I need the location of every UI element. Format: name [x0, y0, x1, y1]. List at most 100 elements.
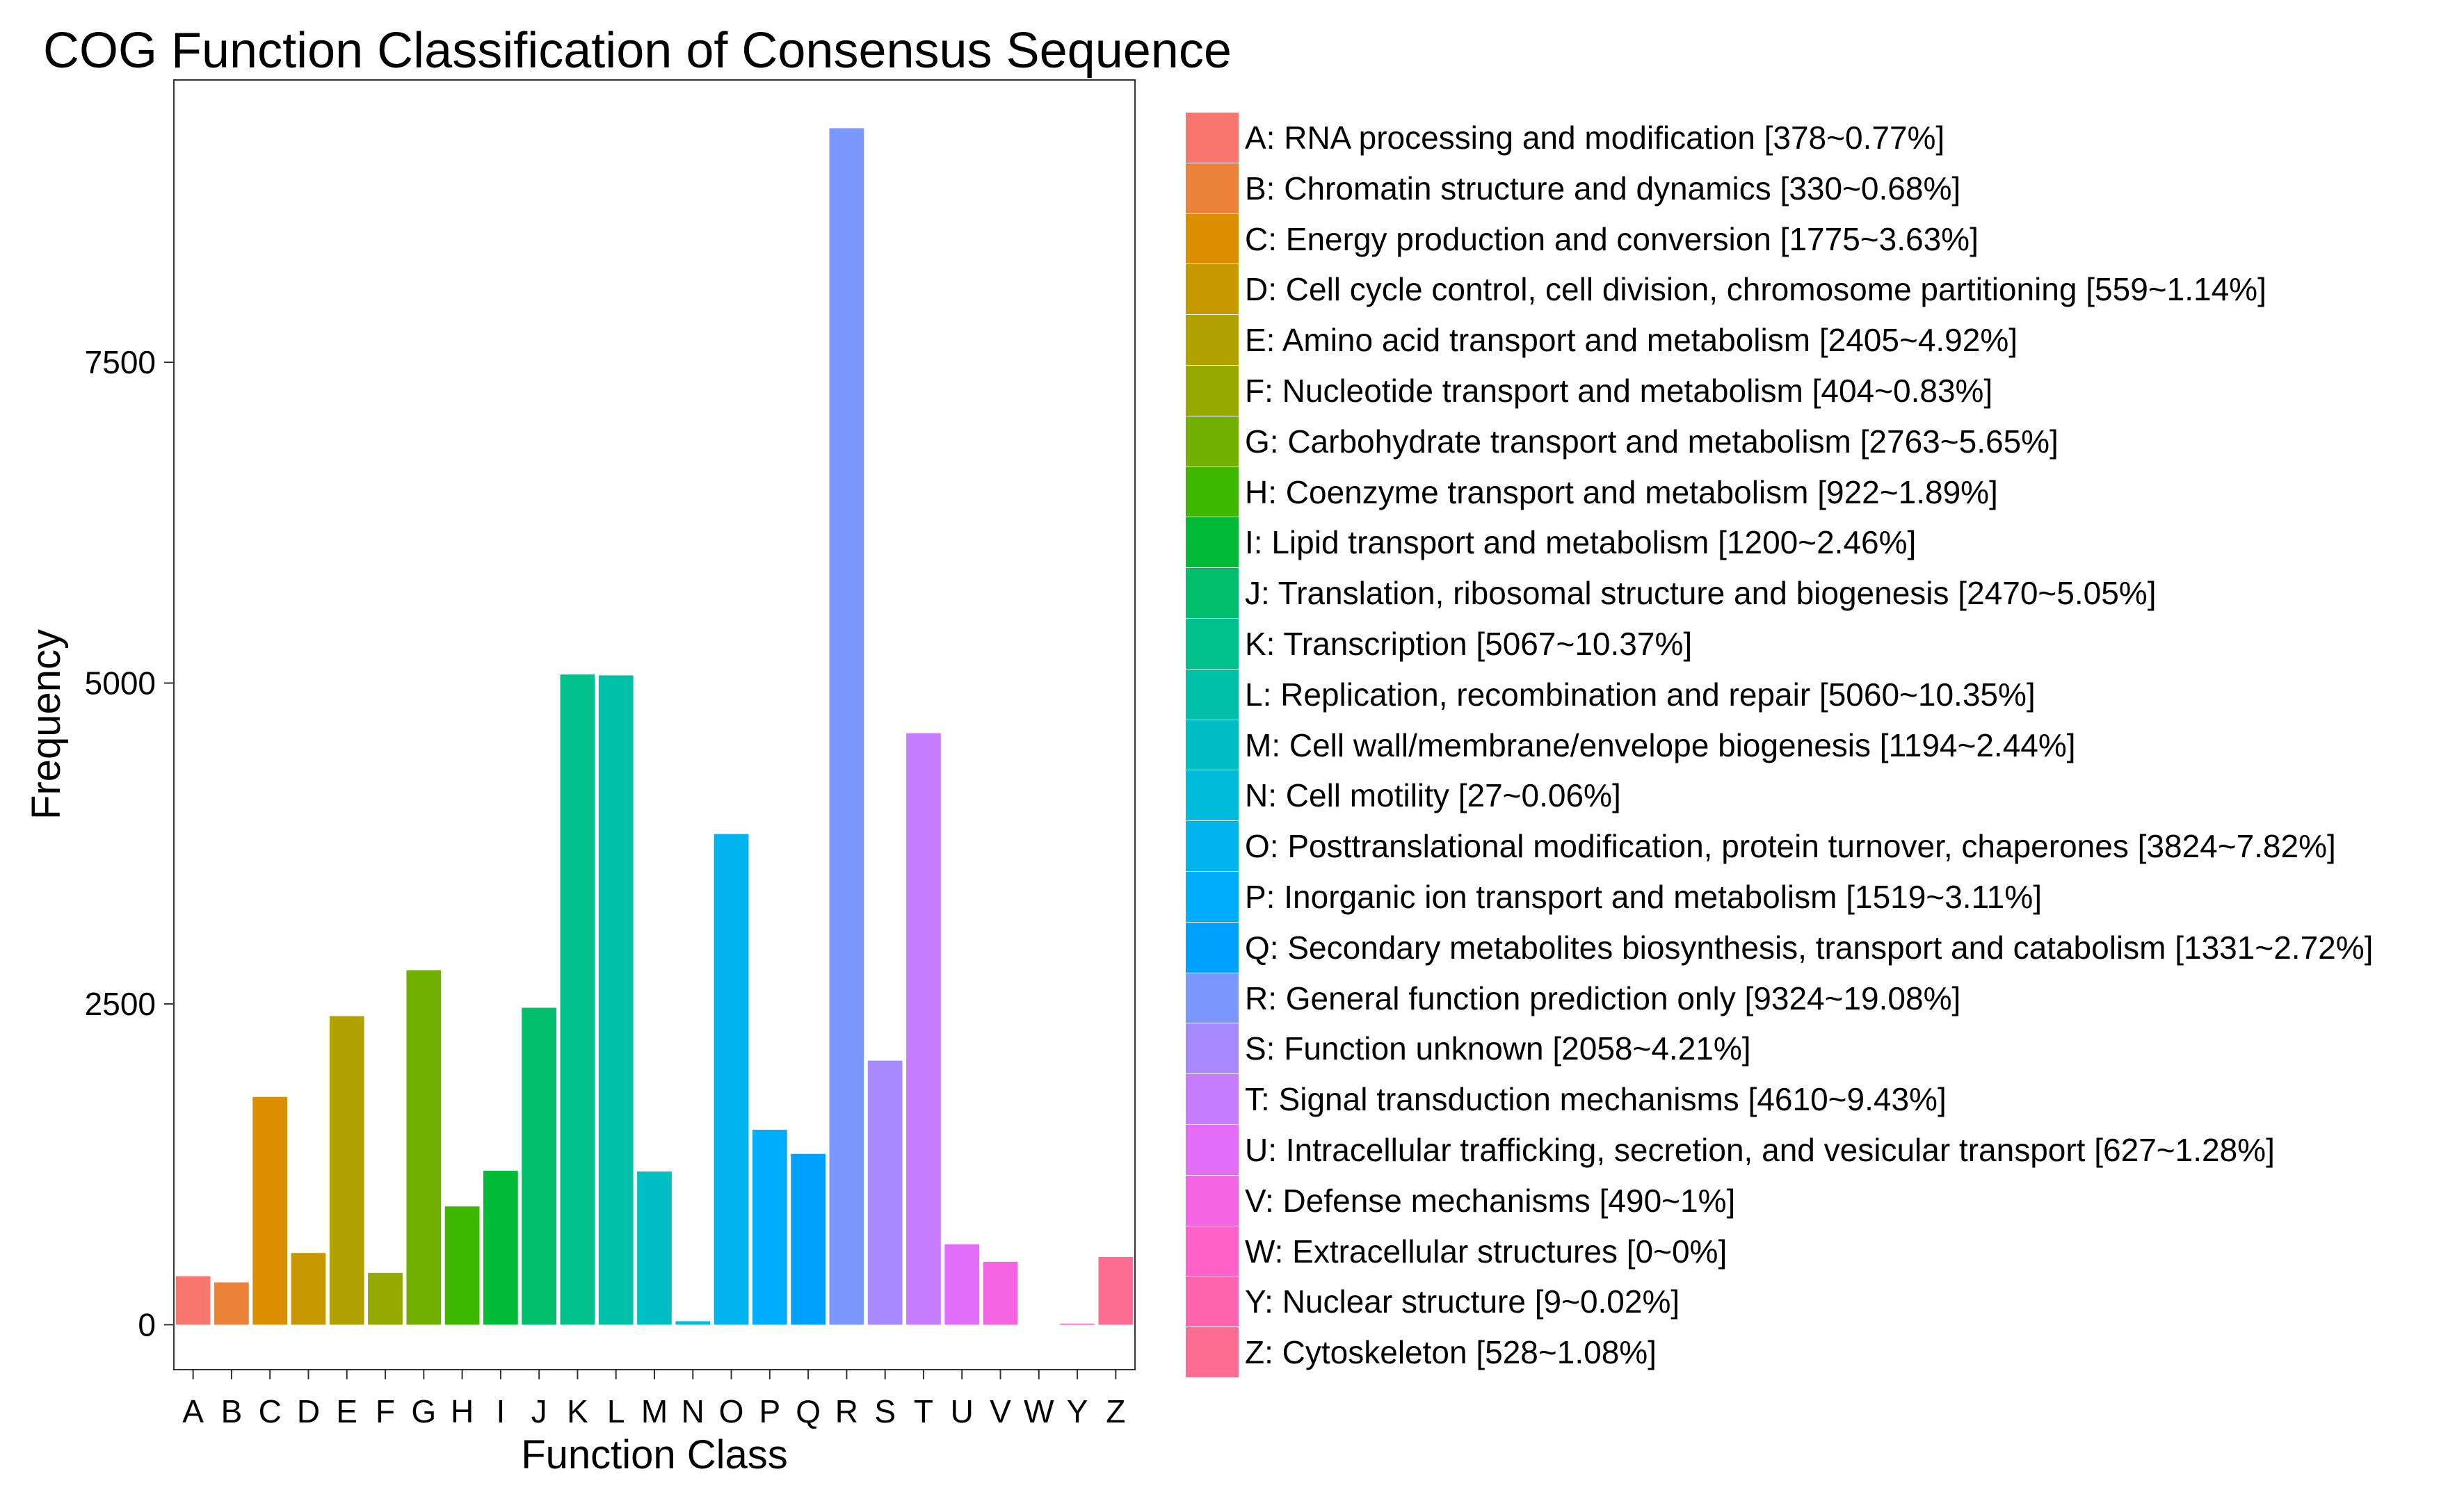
- legend-label: Y: Nuclear structure [9~0.02%]: [1245, 1283, 1680, 1320]
- bar-L: [598, 675, 634, 1325]
- legend-swatch: [1186, 517, 1239, 569]
- legend-label: H: Coenzyme transport and metabolism [92…: [1245, 473, 1998, 510]
- legend-swatch: [1186, 720, 1239, 771]
- legend-item-R: R: General function prediction only [932…: [1186, 973, 2464, 1024]
- bar-V: [983, 1261, 1018, 1325]
- bar-G: [406, 970, 442, 1325]
- legend-swatch: [1186, 1226, 1239, 1277]
- legend-swatch: [1186, 973, 1239, 1024]
- x-tick-label: U: [951, 1393, 974, 1429]
- x-tick-label: M: [641, 1393, 668, 1429]
- bar-Z: [1098, 1256, 1134, 1325]
- x-tick-label: L: [607, 1393, 625, 1429]
- bar-H: [444, 1206, 480, 1325]
- legend-item-U: U: Intracellular trafficking, secretion,…: [1186, 1124, 2464, 1176]
- chart-title: COG Function Classification of Consensus…: [43, 23, 1232, 79]
- y-axis: 0 2500 5000 7500: [85, 344, 174, 1343]
- x-tick-label: V: [990, 1393, 1011, 1429]
- bar-Y: [1060, 1323, 1095, 1325]
- legend-swatch: [1186, 1124, 1239, 1176]
- legend-swatch: [1186, 770, 1239, 822]
- legend-label: N: Cell motility [27~0.06%]: [1245, 777, 1621, 814]
- legend-swatch: [1186, 1327, 1239, 1378]
- legend-item-E: E: Amino acid transport and metabolism […: [1186, 315, 2464, 366]
- legend-item-H: H: Coenzyme transport and metabolism [92…: [1186, 467, 2464, 518]
- x-tick-label: J: [531, 1393, 547, 1429]
- legend-item-K: K: Transcription [5067~10.37%]: [1186, 618, 2464, 670]
- x-tick-label: H: [451, 1393, 474, 1429]
- legend-item-N: N: Cell motility [27~0.06%]: [1186, 770, 2464, 822]
- x-tick-label: C: [259, 1393, 282, 1429]
- x-tick-label: F: [376, 1393, 395, 1429]
- legend-item-G: G: Carbohydrate transport and metabolism…: [1186, 416, 2464, 467]
- x-tick-label: T: [914, 1393, 933, 1429]
- y-tick-label: 7500: [85, 344, 156, 380]
- legend-label: R: General function prediction only [932…: [1245, 980, 1961, 1016]
- legend-swatch: [1186, 568, 1239, 619]
- legend-swatch: [1186, 315, 1239, 366]
- x-tick-label: Q: [796, 1393, 821, 1429]
- legend-item-T: T: Signal transduction mechanisms [4610~…: [1186, 1074, 2464, 1125]
- legend-swatch: [1186, 416, 1239, 467]
- legend: A: RNA processing and modification [378~…: [1186, 113, 2464, 1378]
- y-axis-title: Frequency: [24, 629, 69, 820]
- x-tick-label: O: [719, 1393, 744, 1429]
- legend-label: P: Inorganic ion transport and metabolis…: [1245, 878, 2043, 915]
- x-tick-label: R: [835, 1393, 858, 1429]
- legend-label: I: Lipid transport and metabolism [1200~…: [1245, 524, 1917, 561]
- legend-label: L: Replication, recombination and repair…: [1245, 676, 2036, 713]
- x-axis-title: Function Class: [521, 1432, 788, 1477]
- legend-swatch: [1186, 669, 1239, 720]
- legend-item-L: L: Replication, recombination and repair…: [1186, 669, 2464, 720]
- legend-label: B: Chromatin structure and dynamics [330…: [1245, 170, 1961, 206]
- bar-J: [522, 1007, 557, 1325]
- x-tick-label: P: [759, 1393, 780, 1429]
- bar-R: [829, 128, 864, 1325]
- x-tick-label: A: [182, 1393, 204, 1429]
- legend-label: D: Cell cycle control, cell division, ch…: [1245, 271, 2266, 308]
- bar-O: [714, 834, 749, 1325]
- legend-label: M: Cell wall/membrane/envelope biogenesi…: [1245, 727, 2076, 763]
- bar-U: [944, 1244, 980, 1325]
- legend-swatch: [1186, 922, 1239, 973]
- legend-label: J: Translation, ribosomal structure and …: [1245, 575, 2157, 612]
- legend-label: F: Nucleotide transport and metabolism […: [1245, 372, 1993, 409]
- legend-swatch: [1186, 1276, 1239, 1328]
- bar-Q: [791, 1153, 826, 1325]
- legend-item-Q: Q: Secondary metabolites biosynthesis, t…: [1186, 922, 2464, 973]
- legend-swatch: [1186, 618, 1239, 670]
- legend-swatch: [1186, 163, 1239, 214]
- legend-swatch: [1186, 213, 1239, 265]
- bar-E: [329, 1016, 364, 1325]
- x-tick-label: W: [1024, 1393, 1054, 1429]
- legend-item-Z: Z: Cytoskeleton [528~1.08%]: [1186, 1327, 2464, 1378]
- y-tick-label: 2500: [85, 986, 156, 1022]
- legend-item-B: B: Chromatin structure and dynamics [330…: [1186, 163, 2464, 214]
- x-tick-label: S: [874, 1393, 896, 1429]
- x-tick-label: E: [336, 1393, 357, 1429]
- x-tick-label: D: [297, 1393, 320, 1429]
- legend-swatch: [1186, 365, 1239, 416]
- x-tick-label: Y: [1067, 1393, 1088, 1429]
- legend-item-S: S: Function unknown [2058~4.21%]: [1186, 1023, 2464, 1075]
- bar-C: [252, 1096, 288, 1325]
- bar-M: [637, 1171, 672, 1325]
- legend-item-J: J: Translation, ribosomal structure and …: [1186, 568, 2464, 619]
- legend-label: G: Carbohydrate transport and metabolism…: [1245, 423, 2059, 460]
- bar-T: [906, 733, 941, 1325]
- legend-item-Y: Y: Nuclear structure [9~0.02%]: [1186, 1276, 2464, 1328]
- legend-item-O: O: Posttranslational modification, prote…: [1186, 821, 2464, 872]
- legend-label: C: Energy production and conversion [177…: [1245, 220, 1979, 257]
- x-tick-label: K: [567, 1393, 588, 1429]
- x-tick-label: B: [221, 1393, 243, 1429]
- bar-series: [175, 128, 1134, 1325]
- legend-item-C: C: Energy production and conversion [177…: [1186, 213, 2464, 265]
- bar-K: [560, 674, 595, 1325]
- bar-N: [675, 1321, 711, 1325]
- bar-S: [867, 1060, 903, 1325]
- legend-swatch: [1186, 821, 1239, 872]
- legend-swatch: [1186, 264, 1239, 316]
- bar-I: [483, 1170, 518, 1325]
- x-tick-label: G: [411, 1393, 436, 1429]
